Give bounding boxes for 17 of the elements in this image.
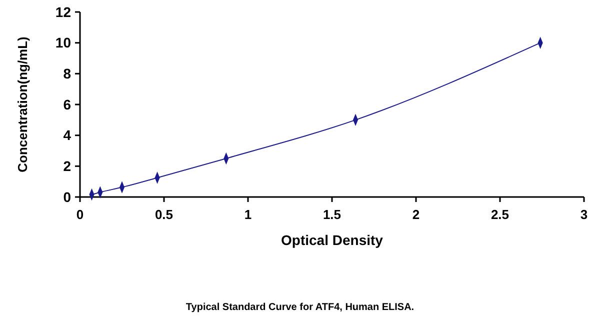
x-axis-title: Optical Density	[281, 232, 384, 248]
y-tick-label: 6	[63, 96, 72, 112]
y-tick-label: 8	[63, 66, 72, 82]
text: Typical Standard Curve for ATF4, Human ELISA.	[186, 302, 414, 313]
x-tick-label: 0	[76, 207, 84, 222]
y-tick-label: 12	[55, 4, 72, 20]
x-tick-label: 2	[412, 207, 420, 222]
y-axis-title: Concentration(ng/mL)	[15, 36, 30, 172]
x-tick-label: 2.5	[490, 207, 510, 222]
y-tick-label: 4	[63, 127, 72, 144]
x-tick-label: 1.5	[322, 207, 342, 222]
y-tick-label: 0	[63, 188, 72, 205]
y-tick-label: 10	[55, 34, 72, 51]
x-tick-label: 3	[580, 207, 588, 222]
x-tick-label: 0.5	[154, 207, 174, 222]
y-tick-label: 2	[63, 158, 72, 174]
x-tick-label: 1	[244, 207, 252, 222]
